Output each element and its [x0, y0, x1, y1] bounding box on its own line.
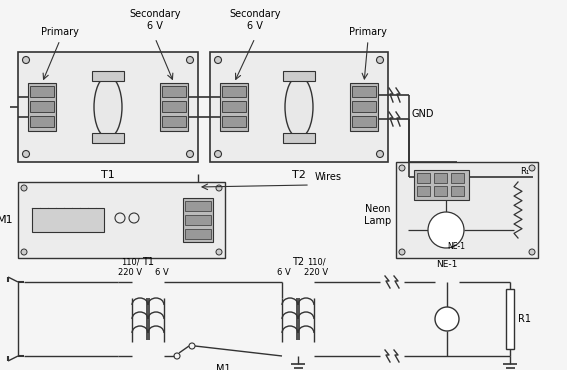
Bar: [185, 229, 211, 239]
Text: NE-1: NE-1: [437, 260, 458, 269]
Text: T2: T2: [292, 170, 306, 180]
Circle shape: [23, 57, 29, 64]
Bar: [185, 215, 211, 225]
Text: Primary: Primary: [41, 27, 79, 37]
Ellipse shape: [94, 76, 122, 138]
Text: GND: GND: [412, 109, 434, 119]
Circle shape: [399, 249, 405, 255]
Bar: [220, 83, 248, 131]
Bar: [352, 101, 376, 112]
Text: R₁: R₁: [520, 167, 529, 176]
Text: T1: T1: [101, 170, 115, 180]
Text: T2: T2: [292, 257, 304, 267]
Circle shape: [216, 249, 222, 255]
Circle shape: [187, 57, 193, 64]
Bar: [417, 173, 430, 183]
Circle shape: [529, 165, 535, 171]
Bar: [352, 116, 376, 127]
Circle shape: [376, 151, 383, 158]
Bar: [185, 201, 211, 211]
Bar: [222, 86, 246, 97]
Bar: [92, 133, 124, 143]
Bar: [434, 186, 447, 196]
Bar: [506, 289, 514, 349]
Text: NE-1: NE-1: [447, 242, 465, 251]
Bar: [18, 182, 225, 258]
Bar: [222, 101, 246, 112]
Text: 6 V: 6 V: [155, 268, 169, 277]
Text: Secondary
6 V: Secondary 6 V: [129, 9, 181, 31]
Text: T1: T1: [142, 257, 154, 267]
Circle shape: [214, 151, 222, 158]
Bar: [396, 162, 538, 258]
Bar: [210, 52, 388, 162]
Bar: [162, 86, 186, 97]
Bar: [30, 86, 54, 97]
Circle shape: [216, 185, 222, 191]
Bar: [451, 186, 464, 196]
Bar: [283, 133, 315, 143]
Text: 110/
220 V: 110/ 220 V: [118, 258, 142, 277]
Text: Wires: Wires: [315, 172, 342, 182]
Bar: [18, 52, 198, 162]
Bar: [350, 83, 378, 131]
Text: 110/
220 V: 110/ 220 V: [304, 258, 328, 277]
Circle shape: [435, 307, 459, 331]
Bar: [92, 71, 124, 81]
Text: M1: M1: [215, 364, 230, 370]
Ellipse shape: [285, 76, 313, 138]
Bar: [417, 186, 430, 196]
Text: Primary: Primary: [349, 27, 387, 37]
Circle shape: [214, 57, 222, 64]
Bar: [283, 71, 315, 81]
Circle shape: [21, 185, 27, 191]
Circle shape: [376, 57, 383, 64]
Circle shape: [399, 165, 405, 171]
Circle shape: [21, 249, 27, 255]
Bar: [434, 173, 447, 183]
Circle shape: [529, 249, 535, 255]
Bar: [30, 101, 54, 112]
Circle shape: [428, 212, 464, 248]
Bar: [160, 83, 188, 131]
Text: M1: M1: [0, 215, 13, 225]
Circle shape: [23, 151, 29, 158]
Text: R1: R1: [518, 314, 531, 324]
Text: Neon
Lamp: Neon Lamp: [364, 204, 391, 226]
Bar: [32, 208, 104, 232]
Text: Secondary
6 V: Secondary 6 V: [229, 9, 281, 31]
Bar: [162, 101, 186, 112]
Bar: [352, 86, 376, 97]
Text: 6 V: 6 V: [277, 268, 291, 277]
Bar: [30, 116, 54, 127]
Bar: [414, 170, 469, 200]
Bar: [28, 83, 56, 131]
Bar: [183, 198, 213, 242]
Bar: [451, 173, 464, 183]
Bar: [222, 116, 246, 127]
Circle shape: [187, 151, 193, 158]
Bar: [162, 116, 186, 127]
